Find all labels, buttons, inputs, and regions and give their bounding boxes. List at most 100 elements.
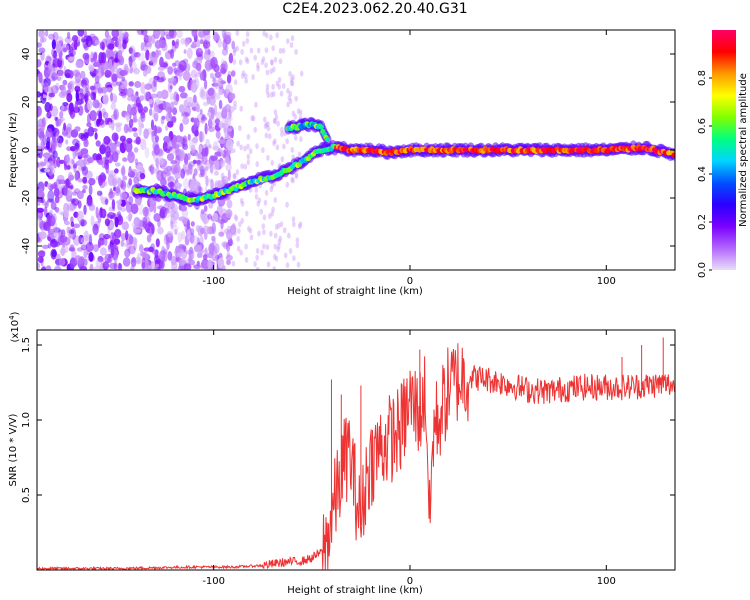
noise-cell (140, 111, 146, 119)
noise-cell (221, 30, 227, 40)
noise-cell (46, 198, 55, 203)
noise-cell (218, 86, 225, 96)
noise-cell (140, 251, 147, 257)
noise-cell (231, 40, 235, 50)
noise-cell (272, 66, 276, 73)
plot-frame (36, 329, 676, 571)
noise-cell (285, 138, 289, 145)
noise-cell (92, 244, 100, 253)
noise-cell (100, 208, 107, 219)
noise-cell (113, 238, 121, 246)
noise-cell (74, 85, 81, 93)
snr-panel: -100 0 100 0.5 1.0 1.5 Height of straight line… (8, 311, 676, 596)
noise-cell (275, 80, 280, 87)
noise-cell (138, 109, 147, 115)
noise-cell (214, 92, 221, 100)
noise-cell (213, 159, 220, 171)
noise-cell (265, 32, 269, 39)
noise-cell (102, 261, 110, 270)
noise-cell (248, 148, 253, 155)
noise-cell (225, 36, 231, 45)
noise-cell (160, 177, 167, 187)
noise-cell (240, 217, 244, 224)
noise-cell (55, 206, 60, 213)
noise-cell (91, 72, 96, 79)
noise-cell (83, 128, 89, 141)
noise-cell (119, 78, 128, 90)
noise-cell (277, 76, 282, 83)
noise-cell (60, 85, 67, 97)
noise-cell (60, 184, 68, 196)
noise-cell (224, 133, 230, 138)
noise-cell (228, 92, 236, 100)
noise-cell (234, 215, 239, 222)
noise-cell (45, 141, 50, 150)
noise-cell (204, 167, 209, 172)
noise-cell (42, 265, 47, 270)
noise-cell (75, 79, 82, 87)
noise-cell (244, 73, 248, 80)
noise-cell (200, 35, 204, 44)
noise-cell (93, 61, 99, 67)
noise-cell (64, 220, 70, 226)
noise-cell (143, 128, 149, 139)
colorbar-tick-label: 0.0 (697, 262, 708, 278)
noise-cell (225, 128, 233, 133)
noise-cell (80, 70, 86, 80)
noise-cell (232, 173, 237, 180)
noise-cell (128, 81, 134, 87)
noise-cell (69, 257, 76, 270)
noise-cell (269, 91, 274, 98)
noise-cell (107, 225, 111, 236)
noise-cell (130, 49, 136, 58)
noise-cell (104, 30, 109, 39)
noise-cell (289, 42, 294, 48)
noise-cell (49, 209, 53, 216)
noise-cell (202, 253, 208, 261)
noise-cell (171, 203, 179, 215)
noise-cell (107, 212, 116, 219)
noise-cell (177, 265, 185, 270)
noise-cell (125, 110, 131, 116)
noise-cell (290, 146, 295, 153)
noise-cell (133, 52, 141, 58)
noise-cell (107, 174, 115, 186)
noise-cell (274, 255, 279, 262)
noise-cell (172, 107, 178, 115)
noise-cell (81, 166, 86, 171)
noise-cell (84, 95, 88, 102)
noise-cell (142, 216, 148, 222)
noise-cell (207, 213, 213, 220)
noise-cell (257, 197, 262, 204)
noise-cell (37, 255, 44, 264)
noise-cell (182, 116, 190, 125)
noise-cell (244, 77, 248, 84)
noise-cell (127, 103, 132, 115)
noise-cell (178, 104, 185, 113)
noise-cell (213, 141, 219, 150)
x-tick-label: 0 (407, 576, 413, 587)
noise-cell (61, 43, 69, 53)
noise-cell (189, 169, 193, 175)
noise-cell (153, 30, 161, 39)
noise-cell (183, 178, 190, 190)
noise-cell (68, 229, 75, 235)
noise-cell (53, 187, 60, 197)
noise-cell (124, 112, 131, 120)
noise-cell (147, 211, 151, 218)
noise-cell (231, 260, 236, 267)
noise-cell (270, 159, 275, 166)
noise-cell (180, 38, 186, 45)
y-axis-label: Frequency (Hz) (8, 112, 19, 188)
noise-cell (256, 62, 260, 69)
noise-cell (266, 261, 271, 268)
x-axis-label: Height of straight line (km) (287, 286, 423, 297)
noise-cell (271, 83, 275, 90)
noise-cell (115, 125, 122, 133)
noise-cell (114, 57, 118, 63)
noise-cell (233, 46, 237, 53)
noise-cell (39, 162, 47, 167)
noise-cell (76, 210, 84, 223)
noise-cell (273, 243, 278, 250)
